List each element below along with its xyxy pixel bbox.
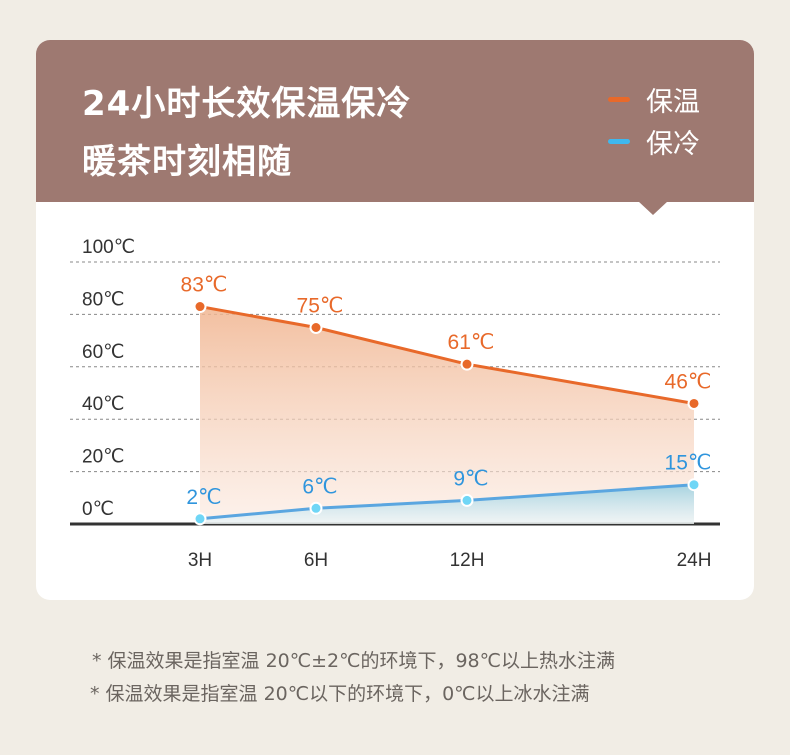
data-label: 83℃ [181,274,228,297]
data-label: 46℃ [665,370,712,393]
data-point [460,493,474,507]
title-line-2: 暖茶时刻相随 [82,142,292,182]
x-tick-label: 3H [188,550,212,571]
series-line-cold [199,483,695,521]
x-tick-label: 24H [677,550,712,571]
y-tick-label: 0℃ [82,499,114,520]
legend-item-cold: 保冷 [608,122,700,161]
legend-label-cold: 保冷 [646,129,700,160]
footnote-cold: * 保温效果是指室温 20℃以下的环境下，0℃以上冰水注满 [90,683,590,705]
x-tick-label: 6H [304,550,328,571]
series-line-warm [199,305,695,405]
title-line-1: 24小时长效保温保冷 [82,84,412,124]
data-point [309,501,323,515]
y-tick-label: 80℃ [82,289,124,310]
data-label: 9℃ [453,467,488,490]
y-tick-label: 20℃ [82,447,124,468]
legend-label-warm: 保温 [646,87,700,118]
legend-item-warm: 保温 [608,80,700,119]
data-label: 2℃ [186,486,221,509]
data-point [193,300,207,314]
data-point [460,357,474,371]
y-tick-label: 60℃ [82,342,124,363]
data-label: 75℃ [297,295,344,318]
data-point [687,478,701,492]
chart-header: 24小时长效保温保冷 暖茶时刻相随 保温 保冷 [36,40,754,202]
footnote-warm: * 保温效果是指室温 20℃±2℃的环境下，98℃以上热水注满 [92,650,615,672]
data-point [193,512,207,526]
y-tick-label: 100℃ [82,237,135,258]
legend-swatch-warm [608,97,630,102]
data-point [309,321,323,334]
series-area-warm [200,306,694,524]
data-label: 15℃ [665,452,712,475]
data-point [687,396,701,410]
y-tick-label: 40℃ [82,394,124,415]
header-notch [638,201,668,215]
x-tick-label: 12H [450,550,485,571]
data-label: 6℃ [302,475,337,498]
legend-swatch-cold [608,139,630,144]
data-label: 61℃ [448,331,495,354]
